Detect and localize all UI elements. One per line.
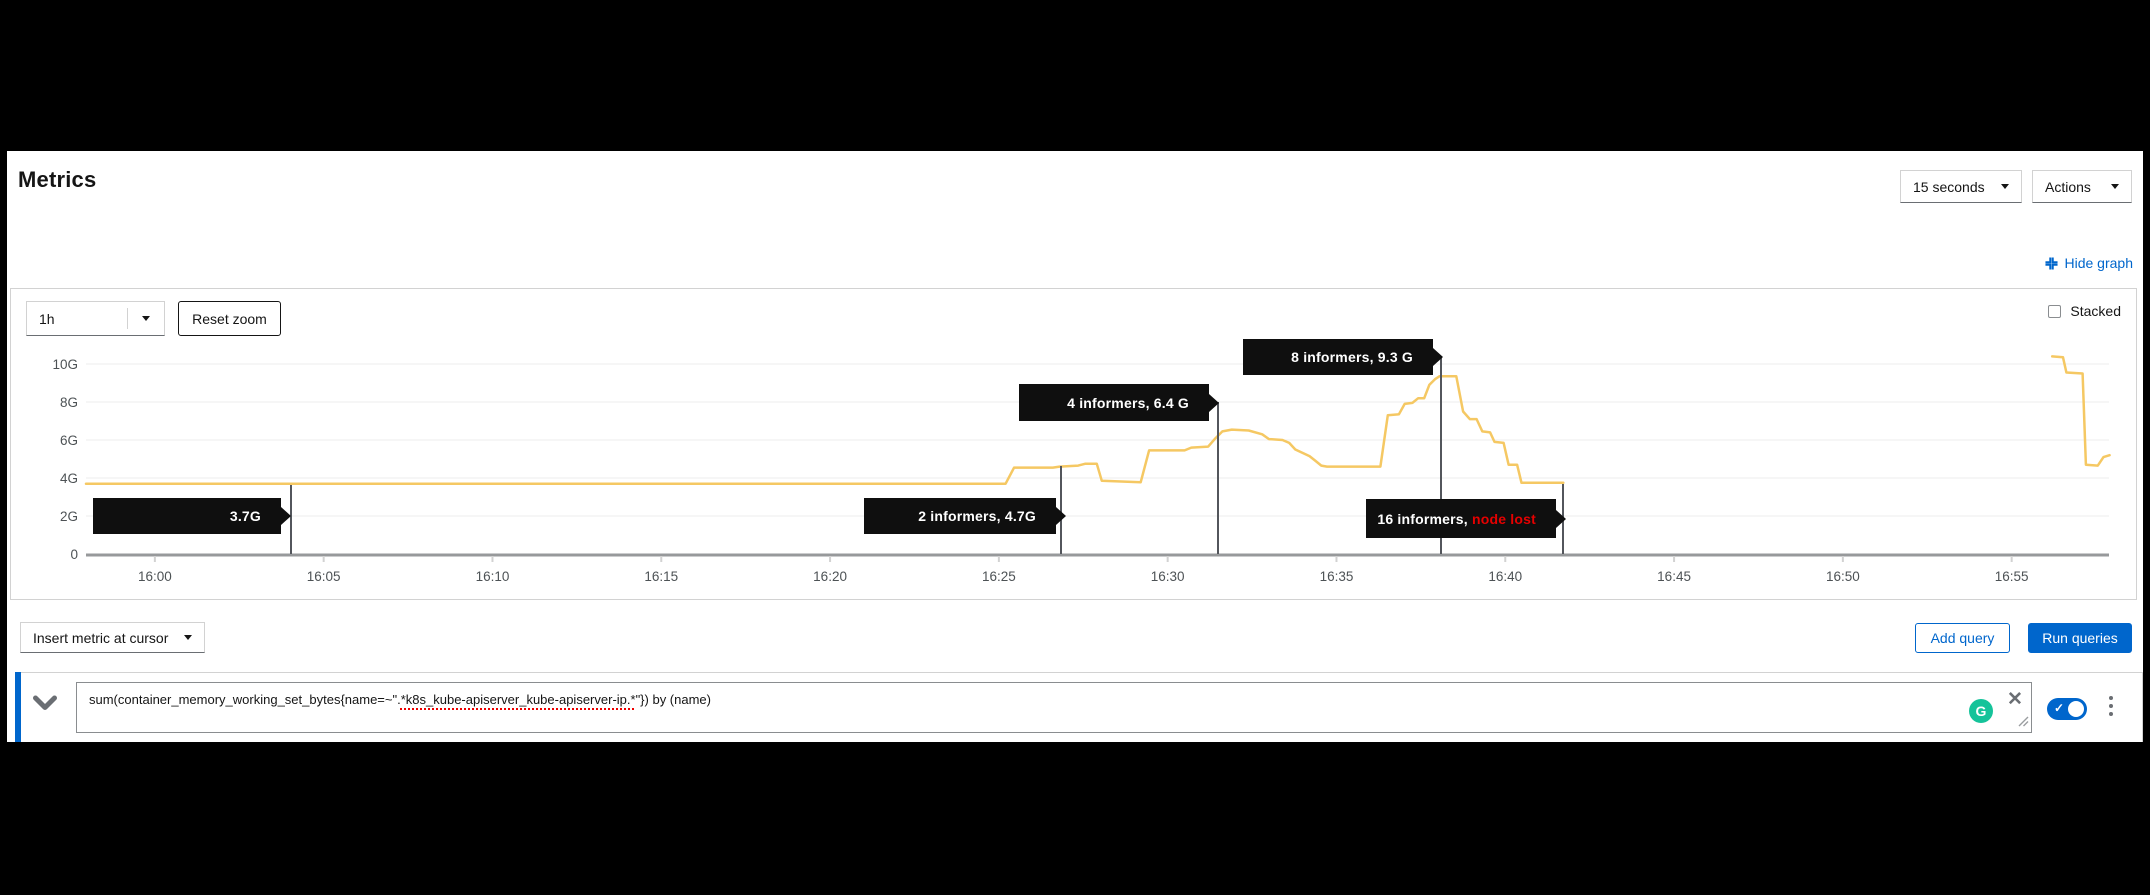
toggle-knob: [2068, 701, 2084, 717]
metrics-chart[interactable]: 0 2G 4G 6G 8G 10G 16:00 16:05 16:10 16:15 16:20 16:…: [11, 289, 2136, 599]
page-title: Metrics: [18, 167, 97, 192]
grammarly-icon[interactable]: G: [1969, 699, 1993, 723]
graph-panel: 1h Reset zoom Stacked 0 2G 4G 6G 8G 10G 16:00 1…: [10, 288, 2137, 600]
kebab-menu-icon[interactable]: [2105, 696, 2117, 716]
insert-metric-select[interactable]: Insert metric at cursor: [20, 622, 205, 653]
chevron-down-icon: [33, 695, 57, 710]
hide-graph-label: Hide graph: [2064, 255, 2134, 271]
svg-text:16:45: 16:45: [1657, 569, 1691, 584]
hide-graph-link[interactable]: Hide graph: [2044, 255, 2134, 271]
insert-metric-label: Insert metric at cursor: [33, 629, 169, 646]
metrics-page: Metrics 15 seconds Actions Hide graph 1h…: [7, 151, 2143, 742]
svg-text:16:20: 16:20: [813, 569, 847, 584]
caret-down-icon: [2111, 184, 2119, 189]
select-divider: [127, 308, 128, 329]
svg-text:0: 0: [70, 547, 78, 562]
duration-select[interactable]: 1h: [26, 301, 165, 336]
refresh-interval-select[interactable]: 15 seconds: [1900, 170, 2022, 203]
expression-suffix: "}) by (name): [635, 692, 711, 707]
svg-text:16:50: 16:50: [1826, 569, 1860, 584]
query-accent-bar: [15, 672, 21, 742]
svg-text:8G: 8G: [60, 395, 78, 410]
svg-text:16:10: 16:10: [476, 569, 510, 584]
caret-down-icon: [2001, 184, 2009, 189]
expression-flagged-spellcheck: *k8s_kube-apiserver_kube-apiserver-ip.*: [400, 692, 636, 707]
close-icon[interactable]: ✕: [2007, 689, 2023, 710]
expression-prefix: sum(container_memory_working_set_bytes{n…: [89, 692, 401, 707]
svg-text:16:00: 16:00: [138, 569, 172, 584]
svg-text:2G: 2G: [60, 509, 78, 524]
check-icon: ✓: [2054, 701, 2065, 715]
stacked-label: Stacked: [2070, 303, 2121, 319]
actions-label: Actions: [2045, 178, 2091, 195]
svg-text:16:25: 16:25: [982, 569, 1016, 584]
actions-dropdown[interactable]: Actions: [2032, 170, 2132, 203]
promql-expression-input[interactable]: sum(container_memory_working_set_bytes{n…: [76, 682, 2032, 733]
query-enabled-toggle[interactable]: ✓: [2047, 698, 2087, 720]
caret-down-icon: [142, 316, 150, 321]
run-queries-button[interactable]: Run queries: [2028, 623, 2132, 653]
svg-text:16:35: 16:35: [1320, 569, 1354, 584]
svg-text:16:05: 16:05: [307, 569, 341, 584]
svg-text:16:55: 16:55: [1995, 569, 2029, 584]
reset-zoom-button[interactable]: Reset zoom: [178, 301, 281, 336]
textarea-resize-handle[interactable]: [2018, 715, 2029, 730]
svg-text:10G: 10G: [52, 357, 78, 372]
query-row: sum(container_memory_working_set_bytes{n…: [15, 672, 2143, 742]
svg-text:16:40: 16:40: [1488, 569, 1522, 584]
add-query-button[interactable]: Add query: [1915, 623, 2010, 653]
svg-text:16:30: 16:30: [1151, 569, 1185, 584]
svg-text:4G: 4G: [60, 471, 78, 486]
collapse-query-button[interactable]: [32, 695, 58, 715]
refresh-interval-value: 15 seconds: [1913, 178, 1985, 195]
stacked-option[interactable]: Stacked: [2048, 303, 2121, 319]
svg-text:6G: 6G: [60, 433, 78, 448]
duration-value: 1h: [39, 310, 55, 327]
compress-icon: [2044, 256, 2058, 270]
caret-down-icon: [184, 635, 192, 640]
stacked-checkbox[interactable]: [2048, 304, 2062, 318]
svg-text:16:15: 16:15: [644, 569, 678, 584]
